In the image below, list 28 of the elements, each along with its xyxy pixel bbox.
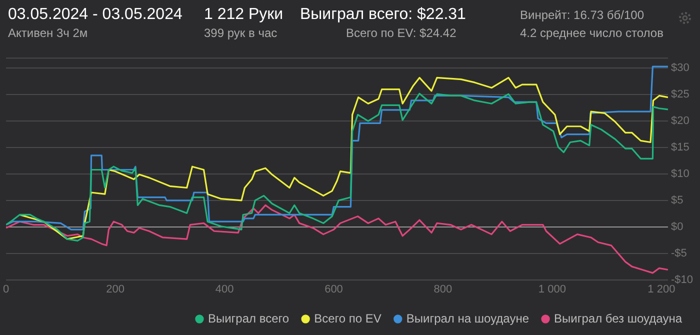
- x-tick-label: 1 000: [538, 283, 566, 296]
- y-tick-label: -$5: [670, 247, 687, 260]
- text: Всего по EV: $24.42: [346, 26, 456, 40]
- y-tick-label: $0: [670, 220, 684, 233]
- y-tick-label: $5: [670, 194, 684, 206]
- x-tick-label: 600: [324, 283, 343, 296]
- x-tick-label: 1 200: [648, 283, 676, 296]
- x-tick-label: 400: [215, 283, 234, 296]
- x-tick-label: 800: [434, 283, 452, 296]
- y-tick-label: $30: [670, 62, 690, 74]
- legend-label: Выиграл всего: [208, 311, 290, 326]
- x-tick-label: 200: [106, 283, 124, 296]
- text: Выиграл всего: $22.31: [300, 6, 466, 24]
- y-tick-label: $10: [670, 168, 690, 180]
- legend-label: Выиграл без шоудауна: [554, 311, 682, 326]
- text: 399 рук в час: [204, 26, 278, 40]
- legend-label: Выиграл на шоудауне: [406, 311, 530, 326]
- legend-label: Всего по EV: [314, 311, 382, 326]
- y-tick-label: $20: [670, 115, 690, 128]
- chart-subtitle: Активен 3ч 2м: [8, 26, 88, 40]
- text: 4.2 среднее число столов: [520, 26, 664, 40]
- y-tick-label: $15: [670, 142, 690, 154]
- text: 1 212 Руки: [204, 6, 284, 24]
- y-tick-label: $25: [670, 88, 690, 101]
- chart-title: 03.05.2024 - 03.05.2024: [8, 6, 182, 24]
- text: Винрейт: 16.73 бб/100: [520, 8, 644, 22]
- x-tick-label: 0: [2, 283, 10, 296]
- y-tick-label: -$10: [670, 274, 694, 286]
